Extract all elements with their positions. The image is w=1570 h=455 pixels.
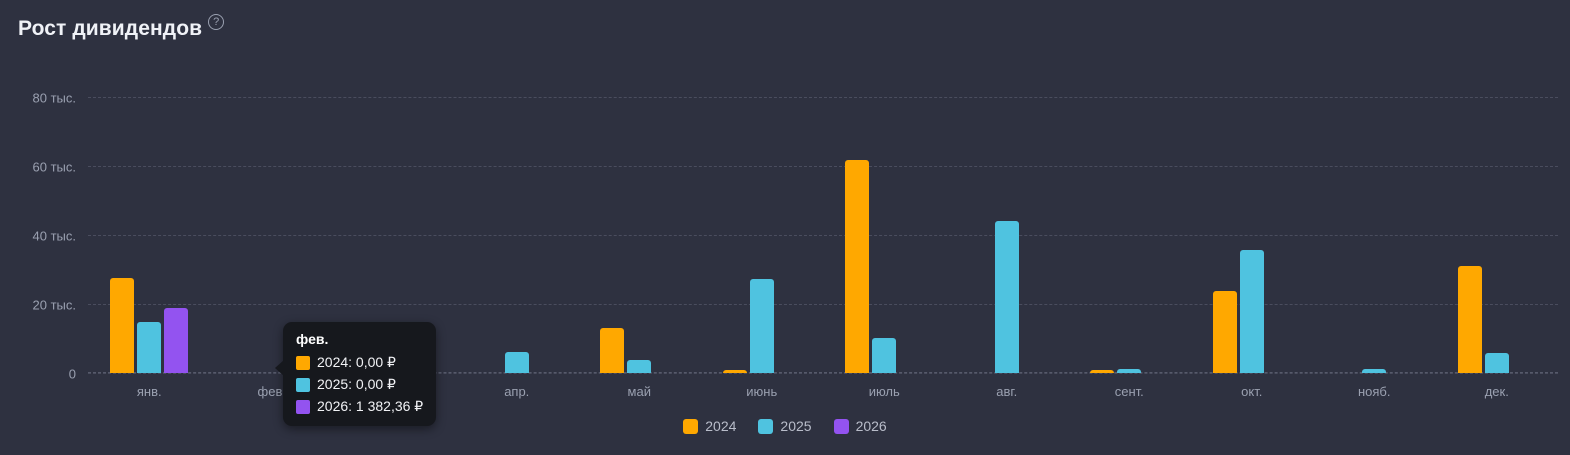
tooltip-row: 2025: 0,00 ₽ — [296, 376, 423, 393]
legend-item-2026[interactable]: 2026 — [833, 418, 887, 434]
x-axis-tick-label: нояб. — [1357, 384, 1391, 399]
bar-2024[interactable] — [600, 328, 625, 373]
chart-header: Рост дивидендов ? — [18, 14, 225, 40]
bar-group[interactable]: май — [578, 97, 701, 399]
bar-2025[interactable] — [137, 321, 162, 373]
bar-2025[interactable] — [627, 359, 652, 373]
bar-2025[interactable] — [1362, 368, 1387, 373]
legend-item-2025[interactable]: 2025 — [758, 418, 812, 434]
x-axis-tick-label: апр. — [504, 384, 530, 399]
legend-swatch-2024 — [683, 418, 699, 434]
tooltip-swatch-2025 — [296, 377, 310, 392]
question-mark-icon[interactable]: ? — [208, 14, 225, 30]
bar-2025[interactable] — [872, 338, 897, 373]
gridline: 80 тыс. — [33, 91, 1558, 106]
x-axis-tick-label: авг. — [996, 384, 1018, 399]
y-axis-tick-label: 40 тыс. — [32, 228, 76, 244]
bar-group[interactable]: янв. — [88, 97, 211, 399]
gridline: 40 тыс. — [33, 229, 1558, 244]
bar-groups: янв.фев.мартапр.майиюньиюльавг.сент.окт.… — [88, 97, 1559, 399]
y-axis-tick-label: 60 тыс. — [32, 159, 76, 175]
bar-group[interactable]: апр. — [456, 97, 579, 399]
plot-area: 0 20 тыс. 40 тыс. 60 тыс. 80 тыс. янв. фев. ма… — [33, 91, 1559, 399]
bar-2024[interactable] — [110, 278, 135, 373]
bar-2025[interactable] — [1117, 368, 1142, 373]
gridline: 20 тыс. — [33, 298, 1558, 313]
bar-2026[interactable] — [164, 308, 189, 373]
bar-2025[interactable] — [1239, 249, 1264, 373]
legend-label-2024: 2024 — [705, 418, 737, 434]
zero-axis-line — [88, 372, 1558, 373]
bar-2024[interactable] — [1457, 266, 1482, 373]
tooltip-title: фев. — [296, 331, 329, 347]
chart-legend: 2024 2025 2026 — [0, 418, 1570, 434]
tooltip-row: 2026: 1 382,36 ₽ — [296, 398, 423, 415]
tooltip-swatch-2024 — [296, 355, 310, 370]
chart-tooltip: фев. 2024: 0,00 ₽ 2025: 0,00 ₽ 2026: 1 3… — [274, 322, 437, 426]
legend-swatch-2026 — [833, 418, 849, 434]
legend-item-2024[interactable]: 2024 — [683, 418, 736, 434]
x-axis-tick-label: янв. — [136, 384, 162, 399]
legend-swatch-2025 — [758, 418, 774, 434]
gridline: 0 — [69, 367, 1558, 382]
bar-2024[interactable] — [845, 159, 870, 373]
bar-2025[interactable] — [994, 221, 1019, 373]
x-axis-tick-label: май — [627, 384, 651, 399]
legend-label-2026: 2026 — [855, 418, 887, 434]
gridline: 60 тыс. — [33, 160, 1558, 175]
x-axis-tick-label: сент. — [1114, 384, 1144, 399]
tooltip-swatch-2026 — [296, 399, 310, 414]
x-axis-tick-label: окт. — [1241, 384, 1263, 399]
legend-label-2025: 2025 — [780, 418, 812, 434]
x-axis-tick-label: фев. — [257, 384, 286, 399]
bar-group[interactable]: нояб. — [1313, 97, 1436, 399]
y-axis-tick-label: 80 тыс. — [32, 90, 76, 106]
bar-2025[interactable] — [504, 351, 529, 373]
x-axis-tick-label: июнь — [746, 384, 778, 399]
bar-2025[interactable] — [749, 279, 774, 373]
x-axis-tick-label: дек. — [1484, 384, 1509, 399]
bar-group[interactable]: авг. — [946, 97, 1069, 399]
tooltip-value-2025: 2025: 0,00 ₽ — [317, 376, 396, 392]
page-title: Рост дивидендов — [18, 17, 203, 40]
bar-group[interactable]: окт. — [1191, 97, 1314, 399]
bar-2024[interactable] — [722, 370, 747, 373]
bar-group[interactable]: июль — [823, 97, 946, 399]
y-axis-tick-label: 0 — [68, 366, 76, 382]
bar-2025[interactable] — [1484, 353, 1509, 373]
bar-2024[interactable] — [1090, 370, 1115, 373]
bar-2024[interactable] — [1212, 290, 1237, 373]
y-axis-tick-label: 20 тыс. — [32, 297, 76, 313]
bar-group[interactable]: июнь — [701, 97, 824, 399]
bar-group[interactable]: дек. — [1436, 97, 1559, 399]
tooltip-value-2026: 2026: 1 382,36 ₽ — [317, 398, 424, 414]
x-axis-tick-label: июль — [868, 384, 900, 399]
tooltip-row: 2024: 0,00 ₽ — [296, 354, 423, 371]
tooltip-value-2024: 2024: 0,00 ₽ — [317, 354, 396, 370]
bar-group[interactable]: сент. — [1068, 97, 1191, 399]
